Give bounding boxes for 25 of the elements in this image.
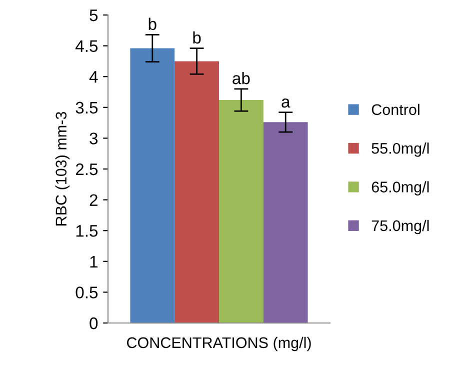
y-axis-title: RBC (103) mm-3: [55, 112, 70, 226]
bar: [174, 61, 219, 323]
y-tick-label: 0: [90, 317, 98, 330]
y-tick-label: 1: [90, 256, 98, 268]
y-tick-label: 4.5: [75, 40, 98, 52]
bar: [219, 100, 264, 323]
legend-label: Control: [372, 104, 420, 116]
y-tick-label: 3: [90, 132, 98, 144]
y-tick-label: 0.5: [76, 286, 98, 298]
legend-label: 55.0mg/l: [372, 142, 429, 157]
legend-label: 65.0mg/l: [372, 181, 429, 196]
y-tick-label: 1.5: [76, 225, 98, 237]
y-tick-label: 2.5: [76, 163, 98, 176]
legend-label: 75.0mg/l: [372, 220, 429, 234]
x-axis-title: CONCENTRATIONS (mg/l): [126, 336, 311, 352]
annotation: ab: [232, 72, 250, 84]
bar: [130, 48, 175, 323]
bar: [263, 122, 308, 323]
y-tick-label: 5: [90, 10, 98, 22]
y-tick-label: 4: [89, 71, 98, 83]
y-tick-label: 3.5: [76, 102, 98, 114]
annotation: b: [193, 31, 201, 44]
annotation: a: [282, 98, 290, 108]
annotation: b: [148, 18, 156, 30]
y-tick-label: 2: [90, 194, 98, 206]
